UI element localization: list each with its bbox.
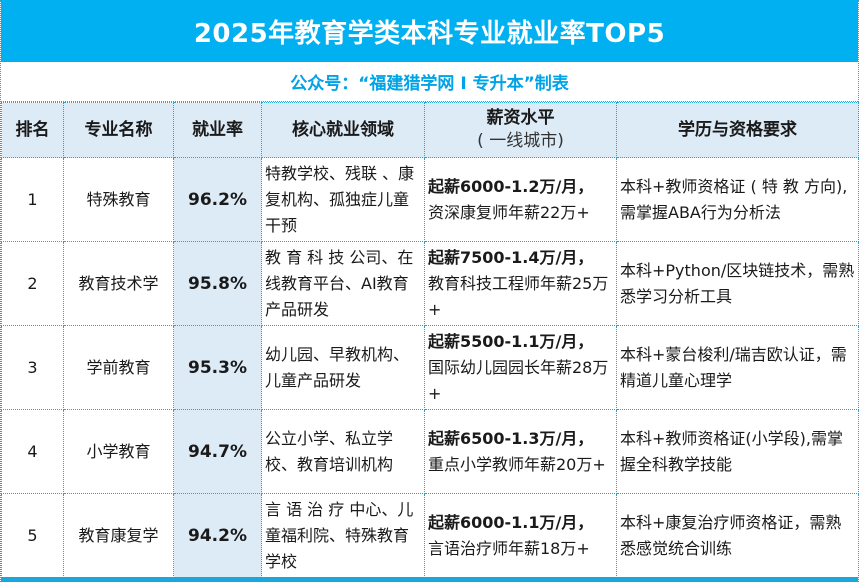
field-cell: 言 语 治 疗 中心、儿童福利院、特殊教育学校: [261, 493, 425, 578]
header-major: 专业名称: [63, 102, 174, 158]
requirement-cell: 本科+Python/区块链技术，需熟悉学习分析工具: [616, 241, 859, 326]
field-cell: 公立小学、私立学校、教育培训机构: [261, 409, 425, 494]
rank-cell: 2: [1, 241, 64, 326]
salary-cell: 起薪5500-1.1万/月， 国际幼儿园园长年薪28万+: [424, 325, 617, 410]
salary-detail: 言语治疗师年薪18万+: [428, 538, 590, 558]
salary-detail: 国际幼儿园园长年薪28万+: [428, 357, 609, 403]
rate-cell: 94.2%: [173, 493, 262, 578]
requirement-cell: 本科+教师资格证 ( 特 教 方向),需掌握ABA行为分析法: [616, 157, 859, 242]
salary-start: 起薪7500-1.4万/月，: [428, 247, 594, 267]
bottom-accent-bar: [1, 577, 858, 582]
salary-start: 起薪6000-1.1万/月，: [428, 512, 594, 532]
table-row: 1 特殊教育 96.2% 特教学校、残联 、康 复机构、孤独症儿童干预 起薪60…: [1, 157, 859, 242]
salary-start: 起薪6500-1.3万/月，: [428, 428, 594, 448]
rank-cell: 5: [1, 493, 64, 578]
table-row: 3 学前教育 95.3% 幼儿园、早教机构、儿童产品研发 起薪5500-1.1万…: [1, 325, 859, 410]
rank-cell: 1: [1, 157, 64, 242]
table-header-row: 排名 专业名称 就业率 核心就业领域 薪资水平 ( 一线城市) 学历与资格要求: [1, 102, 859, 158]
header-rank: 排名: [1, 102, 64, 158]
salary-start: 起薪5500-1.1万/月，: [428, 331, 594, 351]
header-salary-line2: ( 一线城市): [477, 131, 564, 151]
salary-cell: 起薪7500-1.4万/月， 教育科技工程师年薪25万+: [424, 241, 617, 326]
requirement-cell: 本科+教师资格证(小学段),需掌握全科教学技能: [616, 409, 859, 494]
rank-cell: 3: [1, 325, 64, 410]
rank-cell: 4: [1, 409, 64, 494]
table-row: 4 小学教育 94.7% 公立小学、私立学校、教育培训机构 起薪6500-1.3…: [1, 409, 859, 494]
field-cell: 特教学校、残联 、康 复机构、孤独症儿童干预: [261, 157, 425, 242]
salary-detail: 重点小学教师年薪20万+: [428, 454, 606, 474]
salary-cell: 起薪6000-1.2万/月， 资深康复师年薪22万+: [424, 157, 617, 242]
rate-cell: 94.7%: [173, 409, 262, 494]
page-title: 2025年教育学类本科专业就业率TOP5: [1, 0, 858, 62]
header-requirement: 学历与资格要求: [616, 102, 859, 158]
major-cell: 教育康复学: [63, 493, 174, 578]
salary-detail: 教育科技工程师年薪25万+: [428, 273, 609, 319]
table-row: 2 教育技术学 95.8% 教 育 科 技 公司、在线教育平台、AI教育产品研发…: [1, 241, 859, 326]
salary-cell: 起薪6500-1.3万/月， 重点小学教师年薪20万+: [424, 409, 617, 494]
major-cell: 小学教育: [63, 409, 174, 494]
field-cell: 教 育 科 技 公司、在线教育平台、AI教育产品研发: [261, 241, 425, 326]
major-cell: 学前教育: [63, 325, 174, 410]
header-rate: 就业率: [173, 102, 262, 158]
rate-cell: 95.8%: [173, 241, 262, 326]
major-cell: 教育技术学: [63, 241, 174, 326]
header-salary-line1: 薪资水平: [486, 108, 555, 128]
header-salary: 薪资水平 ( 一线城市): [424, 102, 617, 158]
field-cell: 幼儿园、早教机构、儿童产品研发: [261, 325, 425, 410]
salary-detail: 资深康复师年薪22万+: [428, 202, 590, 222]
rate-cell: 96.2%: [173, 157, 262, 242]
major-cell: 特殊教育: [63, 157, 174, 242]
requirement-cell: 本科+康复治疗师资格证，需熟悉感觉统合训练: [616, 493, 859, 578]
header-field: 核心就业领域: [261, 102, 425, 158]
salary-start: 起薪6000-1.2万/月，: [428, 176, 594, 196]
table-row: 5 教育康复学 94.2% 言 语 治 疗 中心、儿童福利院、特殊教育学校 起薪…: [1, 493, 859, 578]
employment-rate-table: 排名 专业名称 就业率 核心就业领域 薪资水平 ( 一线城市) 学历与资格要求 …: [1, 102, 859, 578]
salary-cell: 起薪6000-1.1万/月， 言语治疗师年薪18万+: [424, 493, 617, 578]
requirement-cell: 本科+蒙台梭利/瑞吉欧认证，需精道儿童心理学: [616, 325, 859, 410]
rate-cell: 95.3%: [173, 325, 262, 410]
source-subtitle: 公众号：“福建猎学网 I 专升本”制表: [1, 62, 858, 102]
